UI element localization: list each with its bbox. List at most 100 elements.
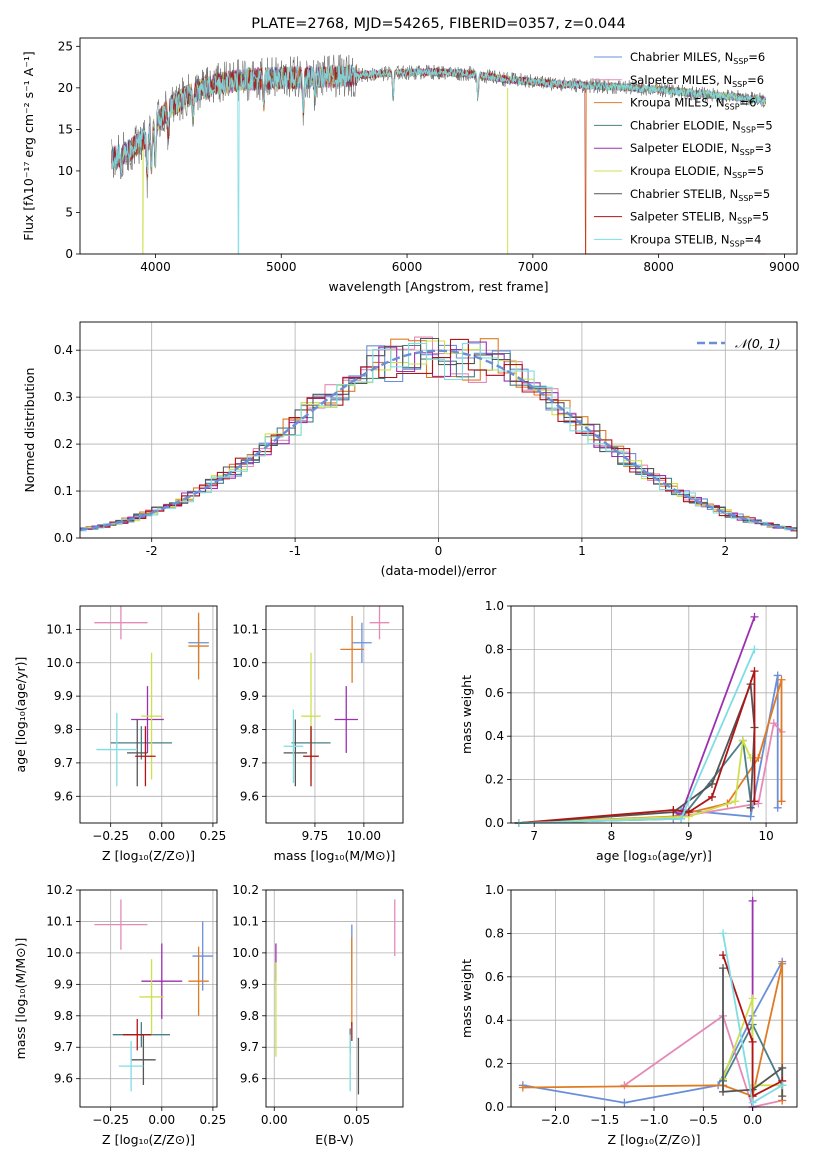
axes-frame [79, 889, 218, 1108]
legend-label-text: Salpeter MILES, N [630, 73, 732, 87]
mass-weight-marker [719, 964, 728, 973]
mass-weight-marker [707, 779, 716, 788]
y-tick-label: 0.3 [54, 390, 73, 404]
x-tick-label: 6000 [392, 260, 423, 274]
y-tick-label: 0.1 [54, 484, 73, 498]
legend-label-value: =5 [752, 210, 769, 224]
y-tick-label: 0.8 [485, 642, 504, 656]
x-axis-label: E(B-V) [315, 1132, 354, 1147]
y-tick-label: 10.1 [232, 622, 259, 636]
legend-label-value: =5 [756, 118, 773, 132]
y-tick-label: 10.2 [232, 883, 259, 897]
mass-weight-marker [669, 805, 678, 814]
x-tick-label: -2 [146, 544, 158, 558]
plot-area [275, 899, 396, 1095]
y-tick-label: 10.0 [46, 656, 73, 670]
legend-label-value: =3 [755, 141, 772, 155]
y-tick-label: 0.6 [485, 686, 504, 700]
mass-weight-marker [731, 797, 740, 806]
mass-weight-marker [777, 797, 786, 806]
legend-label: Kroupa ELODIE, NSSP=5 [630, 164, 764, 180]
mass-weight-marker [748, 1098, 757, 1107]
legend-label-subscript: SSP [733, 57, 748, 66]
y-tick-label: 1.0 [485, 599, 504, 613]
mass-weight-marker [750, 645, 759, 654]
y-tick-label: 9.9 [54, 977, 73, 991]
x-axis-label: Z [log₁₀(Z/Z⊙)] [608, 1132, 701, 1147]
legend-label-subscript: SSP [738, 194, 753, 203]
y-tick-label: 9.6 [54, 1072, 73, 1086]
y-tick-label: 9.7 [54, 1040, 73, 1054]
mass-weight-series-line [518, 670, 756, 824]
legend-label-text: Salpeter ELODIE, N [630, 141, 740, 155]
mass-weight-marker [746, 803, 755, 812]
x-tick-label: 9.75 [302, 829, 329, 843]
legend-label: Salpeter ELODIE, NSSP=3 [630, 141, 772, 157]
x-tick-label: 10 [758, 829, 773, 843]
mass-vs-ebv-panel: 0.00 0.05 9.6 9.7 9.8 9.9 10.0 10.1 10.2 E(B-V) [232, 883, 404, 1147]
y-axis-label: Flux [fλ10⁻¹⁷ erg cm⁻² s⁻¹ A⁻¹] [21, 51, 36, 240]
legend-label-text: Kroupa STELIB, N [630, 232, 730, 246]
y-tick-label: 5 [65, 205, 73, 219]
mass-vs-metallicity-panel: −0.25 0.00 0.25 9.6 9.7 9.8 9.9 10.0 10.1 10.2 Z [… [13, 883, 226, 1147]
y-tick-label: 9.8 [54, 1009, 73, 1023]
mass-weight-marker [518, 1083, 527, 1092]
y-tick-label: 0.0 [485, 1100, 504, 1114]
mass-weight-marker [684, 808, 693, 817]
y-tick-label: 10.0 [232, 946, 259, 960]
plot-area [283, 606, 390, 787]
mass-weight-marker [620, 1081, 629, 1090]
y-tick-label: 9.8 [240, 723, 259, 737]
y-tick-label: 9.6 [240, 1072, 259, 1086]
y-tick-label: 10.0 [232, 656, 259, 670]
legend-label-value: =5 [753, 187, 770, 201]
mass-weight-marker [748, 1037, 757, 1046]
x-axis-label: (data-model)/error [381, 563, 498, 578]
chart-title: PLATE=2768, MJD=54265, FIBERID=0357, z=0… [251, 16, 625, 32]
legend-label-text: Salpeter STELIB, N [630, 210, 737, 224]
legend-label: 𝒩(0, 1) [735, 336, 781, 351]
legend-label: Chabrier MILES, NSSP=6 [630, 50, 765, 66]
mass-weight-series-line [522, 961, 783, 1104]
mass-weight-marker [773, 671, 782, 680]
x-tick-label: −1.5 [590, 1113, 619, 1127]
legend-label-subscript: SSP [732, 171, 747, 180]
mass-weight-marker [778, 1063, 787, 1072]
mass-weight-marker [778, 1081, 787, 1090]
mass-weight-marker [719, 929, 728, 938]
y-tick-label: 9.7 [240, 756, 259, 770]
mass-weight-marker [677, 814, 686, 823]
y-tick-label: 25 [58, 39, 73, 53]
y-axis-label: age [log₁₀(age/yr)] [13, 657, 28, 773]
y-tick-label: 0.4 [54, 343, 73, 357]
legend-label: Chabrier ELODIE, NSSP=5 [630, 118, 773, 134]
legend-label-subscript: SSP [730, 239, 745, 248]
legend-label-subscript: SSP [725, 103, 740, 112]
y-tick-label: 9.9 [240, 977, 259, 991]
y-tick-label: 20 [58, 81, 73, 95]
plot-area [110, 54, 766, 255]
y-tick-label: 0.2 [54, 437, 73, 451]
plot-area [94, 606, 209, 787]
y-tick-label: 0.6 [485, 970, 504, 984]
x-tick-label: 9000 [769, 260, 800, 274]
legend-label-value: =5 [747, 164, 764, 178]
x-tick-label: 9 [685, 829, 693, 843]
legend-label-text: Chabrier MILES, N [630, 50, 733, 64]
mass-weight-series-line [518, 683, 756, 824]
x-tick-label: 7000 [518, 260, 549, 274]
x-tick-label: −0.25 [92, 1113, 129, 1127]
mass-weight-marker [738, 736, 747, 745]
x-tick-label: 0 [435, 544, 443, 558]
plot-area [79, 336, 798, 532]
mass-weight-marker [778, 1092, 787, 1101]
normal-curve [79, 349, 798, 531]
y-tick-label: 0.2 [485, 1057, 504, 1071]
residuals-panel: -2 -1 0 1 2 0.0 0.1 0.2 0.3 0.4 (data-model)/error… [22, 321, 798, 578]
legend-label-value: =6 [747, 73, 764, 87]
y-tick-label: 0.4 [485, 1013, 504, 1027]
x-tick-label: 10.00 [347, 829, 381, 843]
y-tick-label: 15 [58, 122, 73, 136]
y-tick-label: 9.7 [54, 756, 73, 770]
x-tick-label: 0.00 [148, 1113, 175, 1127]
